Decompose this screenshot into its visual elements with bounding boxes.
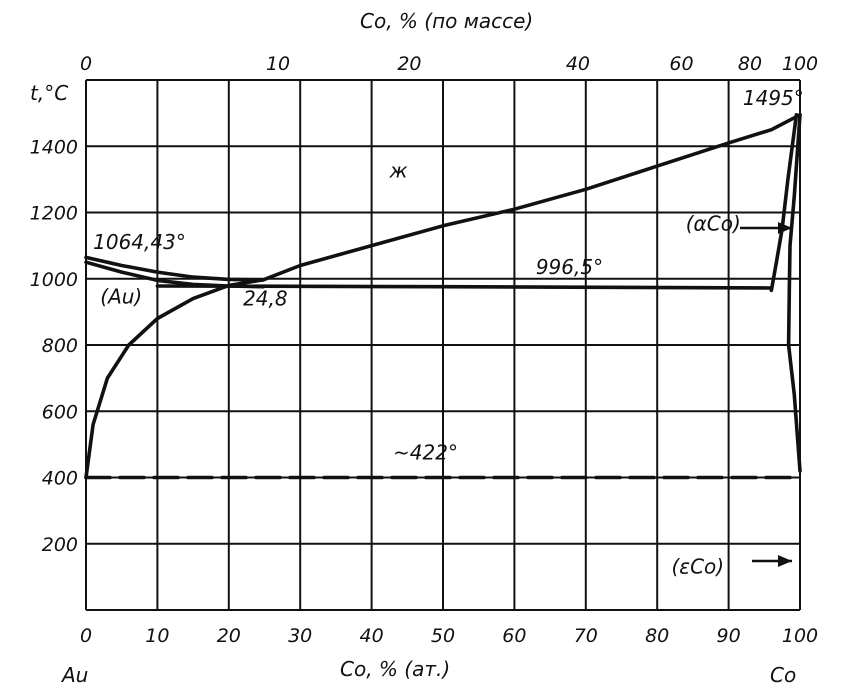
curve-liquidus_co [84, 113, 802, 480]
x-tick-bottom: 100 [782, 625, 818, 647]
x-tick-bottom: 50 [431, 625, 455, 647]
curve-co_solidus [786, 113, 802, 473]
x-tick-top: 80 [738, 53, 762, 75]
y-tick: 1400 [30, 136, 78, 158]
y-tick: 1200 [30, 203, 78, 225]
annotation: 24,8 [243, 286, 288, 310]
curve-eutectic_line [155, 284, 774, 290]
x-tick-bottom: 40 [360, 625, 384, 647]
chart-labels: t,°C Co, % (по массе) Co, % (ат.) Au Co … [30, 9, 818, 687]
y-tick: 200 [42, 534, 78, 556]
y-tick: 1000 [30, 269, 78, 291]
end-label-co: Co [770, 663, 796, 687]
x-axis-label-bottom: Co, % (ат.) [340, 657, 450, 681]
end-label-au: Au [60, 663, 88, 687]
arrow-alpha-co [740, 222, 792, 234]
grid-lines [86, 80, 800, 610]
x-tick-top: 20 [397, 53, 421, 75]
x-tick-top: 100 [782, 53, 818, 75]
annotation: 996,5° [536, 255, 603, 279]
annotation: 1064,43° [93, 230, 186, 254]
curve-liquidus_au [84, 255, 265, 282]
annotation: (αCo) [686, 212, 741, 236]
x-tick-bottom: 20 [217, 625, 241, 647]
x-tick-top: 60 [669, 53, 693, 75]
annotation: 1495° [743, 86, 804, 110]
y-tick: 800 [42, 335, 78, 357]
x-tick-top: 40 [566, 53, 590, 75]
annotation: ~422° [393, 440, 458, 464]
annotation: ж [388, 159, 407, 183]
x-tick-bottom: 90 [717, 625, 741, 647]
x-tick-top: 0 [80, 53, 92, 75]
x-tick-top: 10 [266, 53, 290, 75]
x-tick-bottom: 30 [288, 625, 312, 647]
x-tick-bottom: 10 [145, 625, 169, 647]
x-tick-bottom: 60 [502, 625, 526, 647]
y-axis-label: t,°C [30, 81, 68, 105]
x-tick-bottom: 0 [80, 625, 92, 647]
x-axis-label-top: Co, % (по массе) [360, 9, 533, 33]
x-tick-bottom: 70 [574, 625, 598, 647]
annotation: (εCo) [671, 555, 724, 579]
x-tick-bottom: 80 [645, 625, 669, 647]
y-tick: 400 [42, 468, 78, 490]
y-tick: 600 [42, 401, 78, 423]
arrow-epsilon-co [752, 555, 792, 567]
annotation: (Au) [100, 285, 142, 309]
